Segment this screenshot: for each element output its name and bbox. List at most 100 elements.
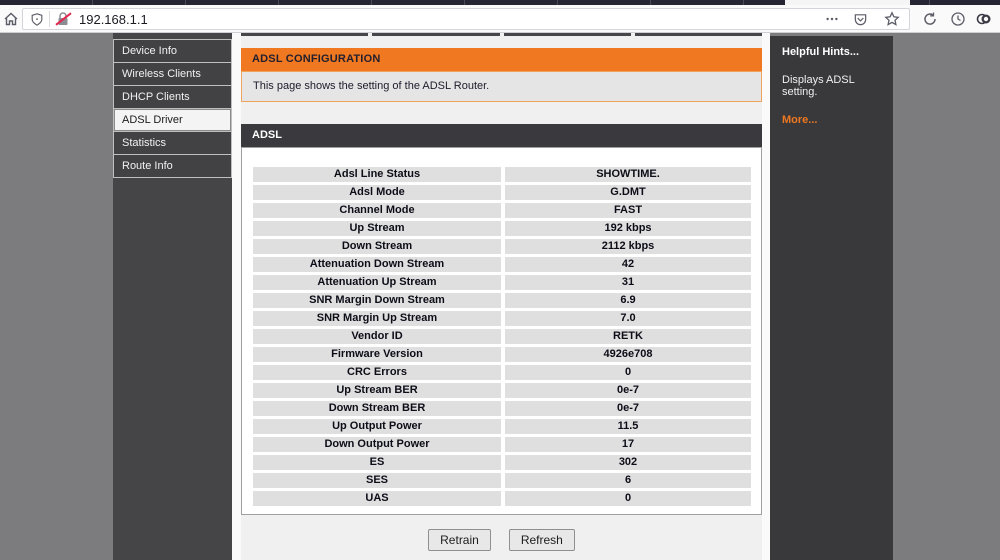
table-row: SNR Margin Down Stream 6.9 <box>253 293 751 308</box>
row-label: Up Output Power <box>253 419 501 434</box>
address-bar-divider <box>49 11 50 27</box>
hints-title: Helpful Hints... <box>782 46 859 58</box>
row-value: 6 <box>505 473 751 488</box>
row-value: 11.5 <box>505 419 751 434</box>
page-description: This page shows the setting of the ADSL … <box>241 71 762 102</box>
adsl-stats-panel: Adsl Line Status SHOWTIME. Adsl Mode G.D… <box>241 147 762 515</box>
action-buttons: Retrain Refresh <box>241 529 762 551</box>
pocket-icon[interactable] <box>853 9 868 29</box>
sidebar-item[interactable]: Device Info <box>114 40 231 63</box>
sidebar-item-label: Wireless Clients <box>122 68 201 80</box>
row-value: G.DMT <box>505 185 751 200</box>
retrain-button[interactable]: Retrain <box>428 529 491 551</box>
tracking-protection-shield-icon[interactable] <box>30 9 44 29</box>
sidebar-item-label: DHCP Clients <box>122 91 190 103</box>
sidebar-item-label: Route Info <box>122 160 173 172</box>
sidebar-item[interactable]: ADSL Driver <box>114 109 231 132</box>
row-value: 0e-7 <box>505 401 751 416</box>
sidebar-item-label: Device Info <box>122 45 178 57</box>
table-row: SES 6 <box>253 473 751 488</box>
hints-more-link[interactable]: More... <box>782 114 818 126</box>
table-row: Up Stream BER 0e-7 <box>253 383 751 398</box>
row-label: Up Stream BER <box>253 383 501 398</box>
sidebar: Device Info Wireless Clients DHCP Client… <box>113 33 232 560</box>
row-label: Attenuation Up Stream <box>253 275 501 290</box>
row-label: Down Stream <box>253 239 501 254</box>
row-label: CRC Errors <box>253 365 501 380</box>
table-row: Attenuation Down Stream 42 <box>253 257 751 272</box>
sidebar-item-label: ADSL Driver <box>122 114 183 126</box>
table-row: Adsl Line Status SHOWTIME. <box>253 167 751 182</box>
row-value: 302 <box>505 455 751 470</box>
sidebar-item[interactable]: DHCP Clients <box>114 86 231 109</box>
table-row: Channel Mode FAST <box>253 203 751 218</box>
row-value: 7.0 <box>505 311 751 326</box>
active-tab[interactable] <box>785 0 910 5</box>
row-value: 4926e708 <box>505 347 751 362</box>
row-label: Adsl Mode <box>253 185 501 200</box>
row-label: Firmware Version <box>253 347 501 362</box>
page-title: ADSL CONFIGURATION <box>241 48 762 71</box>
row-label: ES <box>253 455 501 470</box>
row-label: Attenuation Down Stream <box>253 257 501 272</box>
containers-icon[interactable] <box>974 9 994 29</box>
reload-icon[interactable] <box>920 9 940 29</box>
row-value: 6.9 <box>505 293 751 308</box>
row-label: UAS <box>253 491 501 506</box>
home-icon[interactable] <box>1 9 21 29</box>
refresh-button[interactable]: Refresh <box>508 529 575 551</box>
browser-tab-strip[interactable] <box>0 0 1000 5</box>
insecure-lock-icon[interactable] <box>55 11 72 27</box>
right-gutter <box>762 33 770 560</box>
table-row: Vendor ID RETK <box>253 329 751 344</box>
helpful-hints-panel: Helpful Hints... Displays ADSL setting. … <box>770 36 893 560</box>
sidebar-item[interactable]: Wireless Clients <box>114 63 231 86</box>
table-row: Up Output Power 11.5 <box>253 419 751 434</box>
hints-body: Displays ADSL setting. <box>782 74 855 98</box>
router-page: Device Info Wireless Clients DHCP Client… <box>0 33 1000 560</box>
row-label: Down Output Power <box>253 437 501 452</box>
top-nav-remnant <box>241 33 762 36</box>
url-text[interactable]: 192.168.1.1 <box>79 11 148 27</box>
row-label: Up Stream <box>253 221 501 236</box>
sidebar-item[interactable]: Statistics <box>114 132 231 155</box>
row-label: SES <box>253 473 501 488</box>
row-label: SNR Margin Down Stream <box>253 293 501 308</box>
sidebar-item[interactable]: Route Info <box>114 155 231 178</box>
table-row: Down Output Power 17 <box>253 437 751 452</box>
browser-chrome: 192.168.1.1 <box>0 0 1000 33</box>
row-value: SHOWTIME. <box>505 167 751 182</box>
row-label: Down Stream BER <box>253 401 501 416</box>
row-value: 0e-7 <box>505 383 751 398</box>
table-row: ES 302 <box>253 455 751 470</box>
row-value: RETK <box>505 329 751 344</box>
page-actions-icon[interactable] <box>825 9 839 29</box>
row-value: FAST <box>505 203 751 218</box>
row-value: 0 <box>505 491 751 506</box>
address-bar[interactable]: 192.168.1.1 <box>22 8 910 30</box>
row-value: 192 kbps <box>505 221 751 236</box>
row-value: 0 <box>505 365 751 380</box>
main-content: ADSL CONFIGURATION This page shows the s… <box>241 33 762 560</box>
table-row: Up Stream 192 kbps <box>253 221 751 236</box>
row-label: Vendor ID <box>253 329 501 344</box>
row-label: SNR Margin Up Stream <box>253 311 501 326</box>
history-clock-icon[interactable] <box>948 9 968 29</box>
left-gutter <box>232 33 241 560</box>
table-row: SNR Margin Up Stream 7.0 <box>253 311 751 326</box>
table-row: Attenuation Up Stream 31 <box>253 275 751 290</box>
row-value: 17 <box>505 437 751 452</box>
table-row: UAS 0 <box>253 491 751 506</box>
adsl-panel-title: ADSL <box>241 124 762 147</box>
table-row: Down Stream 2112 kbps <box>253 239 751 254</box>
row-label: Adsl Line Status <box>253 167 501 182</box>
sidebar-menu: Device Info Wireless Clients DHCP Client… <box>113 39 232 178</box>
row-label: Channel Mode <box>253 203 501 218</box>
table-row: Down Stream BER 0e-7 <box>253 401 751 416</box>
table-row: Firmware Version 4926e708 <box>253 347 751 362</box>
sidebar-item-label: Statistics <box>122 137 167 149</box>
row-value: 31 <box>505 275 751 290</box>
bookmark-star-icon[interactable] <box>884 9 900 29</box>
table-row: Adsl Mode G.DMT <box>253 185 751 200</box>
row-value: 42 <box>505 257 751 272</box>
